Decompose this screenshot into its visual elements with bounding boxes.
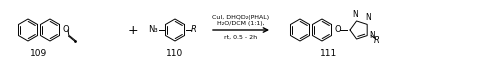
Text: N₃: N₃ xyxy=(148,26,158,35)
Text: R: R xyxy=(374,36,380,45)
Text: N: N xyxy=(369,31,375,40)
Text: rt, 0.5 - 2h: rt, 0.5 - 2h xyxy=(224,35,258,40)
Text: 110: 110 xyxy=(166,49,184,58)
Text: O: O xyxy=(62,26,69,35)
Text: 111: 111 xyxy=(320,49,338,58)
Text: H₂O/DCM (1:1),: H₂O/DCM (1:1), xyxy=(217,20,265,26)
Text: O: O xyxy=(334,26,341,35)
Text: CuI, DHQD₂(PHAL): CuI, DHQD₂(PHAL) xyxy=(212,14,270,20)
Text: N: N xyxy=(352,10,358,19)
Text: 109: 109 xyxy=(30,49,48,58)
Text: +: + xyxy=(128,23,138,36)
Text: R: R xyxy=(191,26,197,35)
Text: N: N xyxy=(366,13,371,22)
